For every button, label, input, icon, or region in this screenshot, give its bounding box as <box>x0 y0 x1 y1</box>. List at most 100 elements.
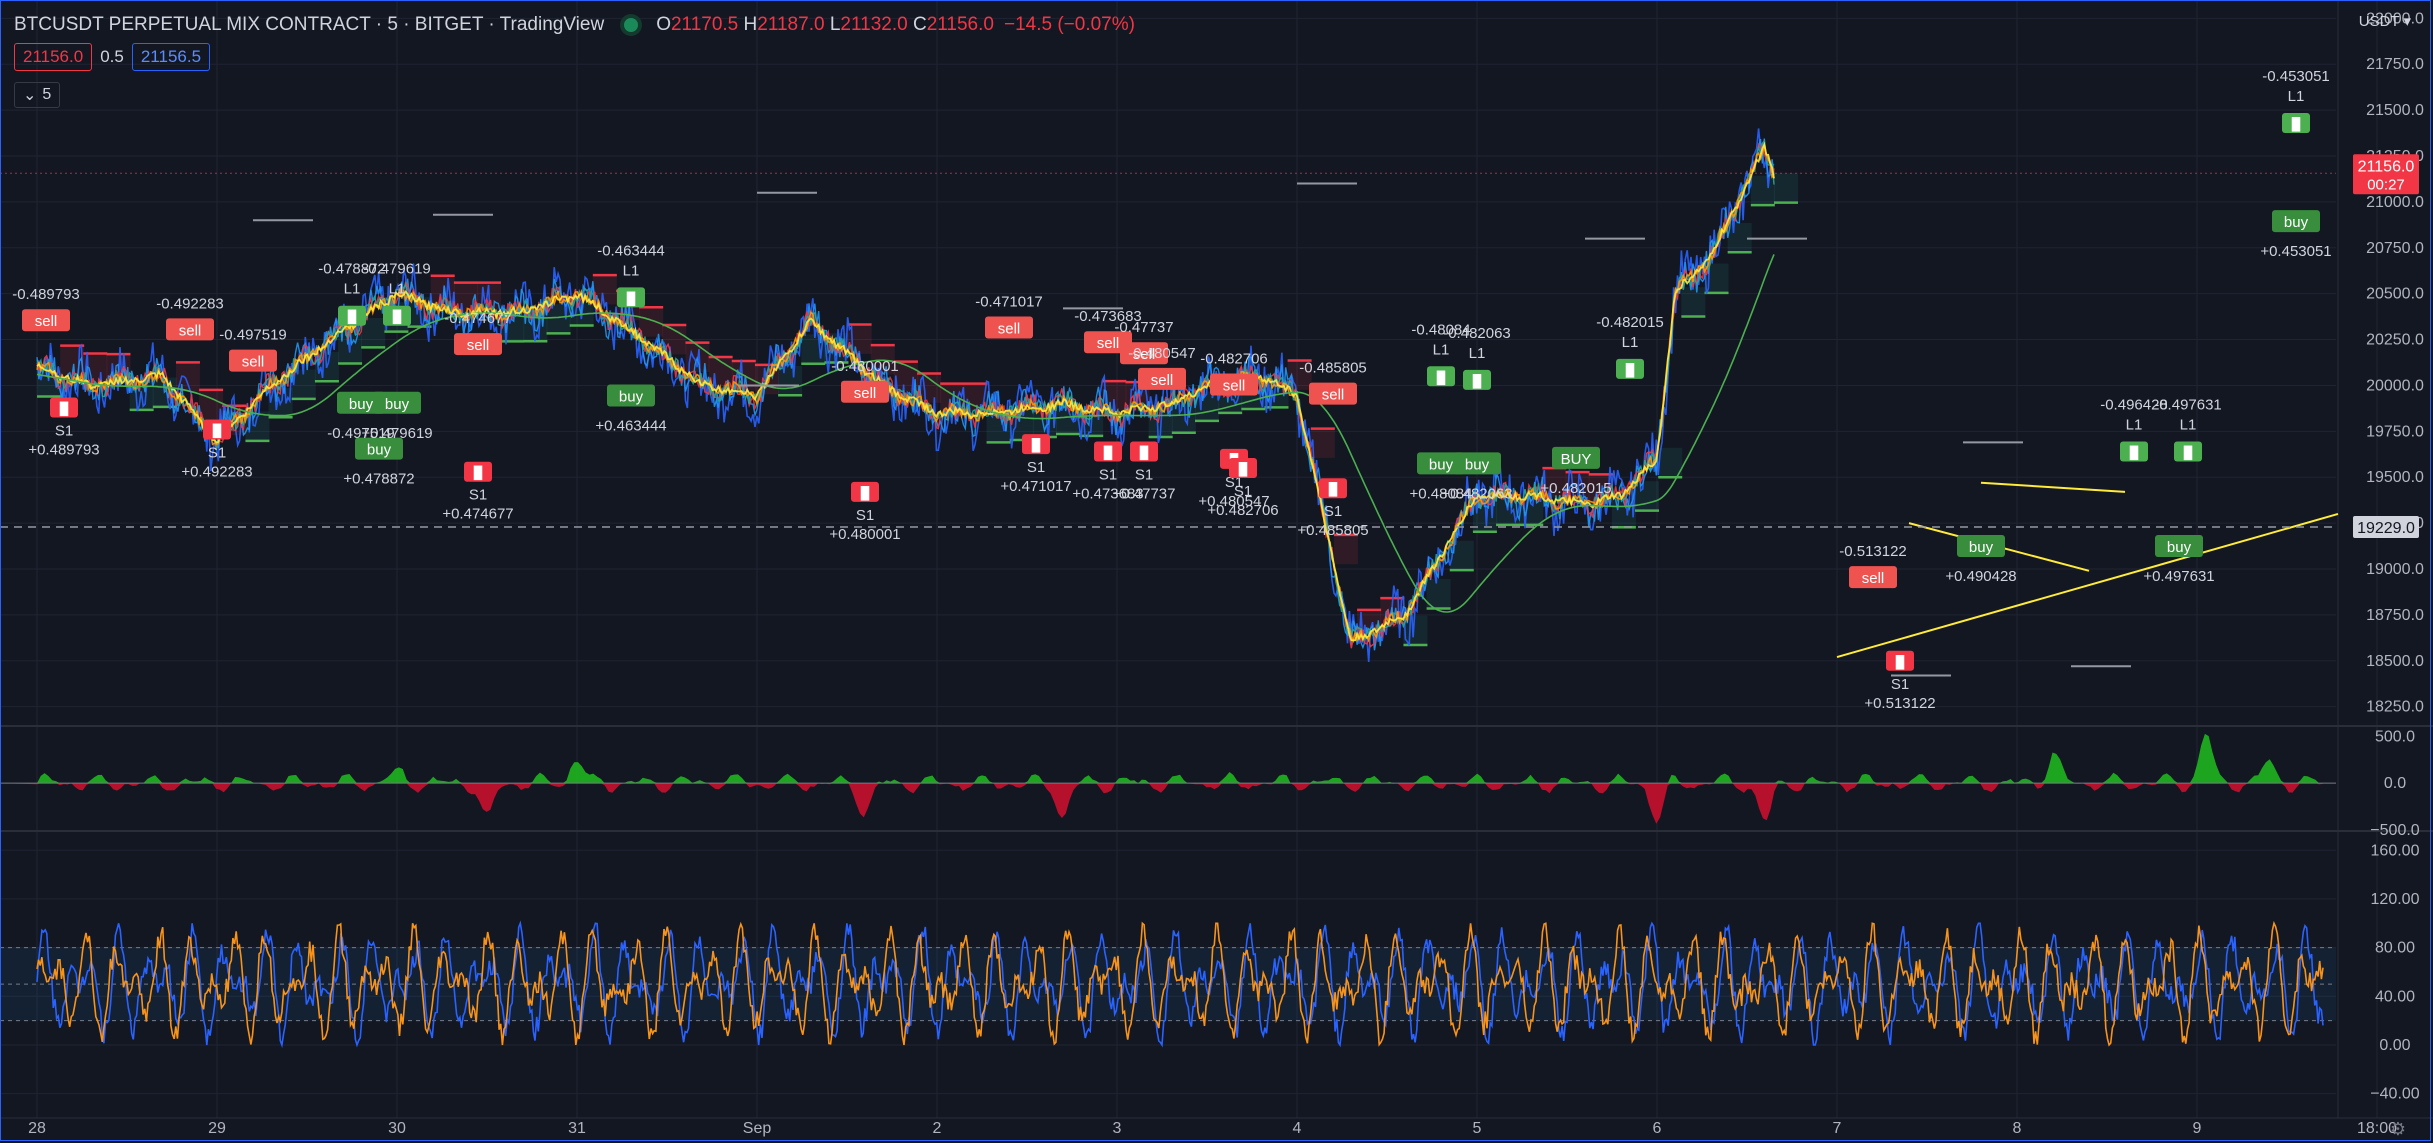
target-value: +0.485805 <box>1297 522 1368 539</box>
signal-target: ▐▌ L1 -0.496428 <box>2100 397 2168 462</box>
downtrend-fill <box>592 275 617 305</box>
time-tick-label: 3 <box>1113 1120 1122 1137</box>
currency-selector[interactable]: USDT ▾ <box>2358 13 2411 30</box>
signal-badge <box>229 349 277 372</box>
time-tick-label: 6 <box>1653 1120 1662 1137</box>
price-tick-label: 20750.0 <box>2366 240 2424 257</box>
target-badge-icon: ▐▌ <box>1432 370 1449 385</box>
uptrend-fill <box>1774 173 1798 203</box>
signal-badge <box>1120 342 1168 365</box>
ohlc-values: O21170.5 H21187.0 L21132.0 C21156.0 <box>656 14 994 36</box>
price-envelope-line <box>36 128 1775 662</box>
price-tick-label: 21750.0 <box>2366 56 2424 73</box>
indicators-count: 5 <box>42 86 52 103</box>
signal-sell: sell -0.485805 <box>1299 360 1367 405</box>
oscillator-pane <box>0 733 2336 824</box>
signal-badge-label: buy <box>1429 456 1454 473</box>
trendline <box>1836 512 2339 659</box>
time-tick-label: 29 <box>208 1120 226 1137</box>
time-tick-label: 5 <box>1473 1120 1482 1137</box>
time-tick-label: 9 <box>2193 1120 2202 1137</box>
symbol-title[interactable]: BTCUSDT PERPETUAL MIX CONTRACT · 5 · BIT… <box>14 14 605 35</box>
oscillator-tick-label: 500.0 <box>2375 728 2415 745</box>
target-badge <box>1229 458 1257 479</box>
signal-target: ▐▌ L1 -0.479619 <box>363 261 431 326</box>
price-tick-label: 19500.0 <box>2366 469 2424 486</box>
market-open-icon <box>624 18 639 32</box>
target-value: -0.453051 <box>2262 68 2330 85</box>
target-badge-icon: ▐▌ <box>1027 438 1044 453</box>
target-badge <box>2120 441 2148 462</box>
price-tick-label: 22000.0 <box>2366 10 2424 27</box>
target-value: +0.471017 <box>1000 478 1071 495</box>
signal-sell: sell -0.480001 <box>831 358 899 403</box>
time-tick-label: 8 <box>2013 1120 2022 1137</box>
oscillator-negative-area <box>0 783 2323 824</box>
high-value: 21187.0 <box>757 14 825 35</box>
bar-countdown-label: 00:27 <box>2367 176 2405 193</box>
signal-badge-label: sell <box>35 313 58 330</box>
signal-badge-label: sell <box>1151 372 1174 389</box>
target-label: L1 <box>1433 341 1450 358</box>
chevron-down-icon: ⌄ <box>23 87 37 104</box>
bid-ask-row: 21156.0 0.5 21156.5 <box>14 43 211 71</box>
target-value: -0.478872 <box>318 261 386 278</box>
signal-badge-label: buy <box>385 396 410 413</box>
target-value: -0.479619 <box>363 261 431 278</box>
target-badge <box>851 481 879 502</box>
time-tick-label: 4 <box>1293 1120 1302 1137</box>
target-label: S1 <box>1099 467 1117 484</box>
target-badge-icon: ▐▌ <box>1621 363 1638 378</box>
uptrend-fill <box>778 365 803 396</box>
time-axis: 28 29 30 31 Sep 2 3 4 5 6 7 8 9 18:00⚙ <box>28 1119 2406 1140</box>
target-badge <box>1463 369 1491 390</box>
signal-badge <box>355 437 403 460</box>
signal-buy: BUY +0.482015 <box>1540 446 1612 497</box>
signal-value: -0.497519 <box>219 327 287 344</box>
signal-target: ▐▌ S1 +0.474677 <box>442 461 514 523</box>
last-price-badge <box>2353 154 2419 195</box>
signal-badge <box>1849 566 1897 589</box>
signal-badge <box>2155 534 2203 557</box>
settings-gear-icon[interactable]: ⚙ <box>2390 1119 2406 1140</box>
price-tick-label: 21500.0 <box>2366 102 2424 119</box>
signal-badge-label: sell <box>179 322 202 339</box>
price-tick-label: 20500.0 <box>2366 286 2424 303</box>
target-label: S1 <box>469 487 487 504</box>
indicators-collapse-button[interactable]: ⌄ 5 <box>14 82 61 108</box>
signal-badge-label: sell <box>1223 377 1246 394</box>
target-badge-icon: ▐▌ <box>1135 446 1152 461</box>
moving-average-line <box>36 254 1775 613</box>
signal-value: -0.482706 <box>1200 350 1268 367</box>
target-label: S1 <box>1891 676 1909 693</box>
stochastic-tick-label: 160.00 <box>2371 842 2420 859</box>
signal-badge-label: buy <box>2167 539 2192 556</box>
price-tick-label: 19750.0 <box>2366 423 2424 440</box>
sell-price-button[interactable]: 21156.0 <box>14 43 93 71</box>
signal-buy: buy +0.478872 <box>343 437 415 488</box>
signal-badge-label: sell <box>1097 335 1120 352</box>
signal-badge-label: buy <box>2284 214 2309 231</box>
target-badge-icon: ▐▌ <box>1099 446 1116 461</box>
target-badge-icon: ▐▌ <box>388 310 405 325</box>
price-lines <box>36 128 1775 662</box>
indicator-toggle-row: ⌄ 5 <box>14 82 61 108</box>
signal-value: +0.478872 <box>343 471 414 488</box>
oscillator-positive-area <box>0 733 2323 784</box>
open-value: 21170.5 <box>670 14 739 35</box>
target-label: S1 <box>55 422 73 439</box>
signal-badge <box>1453 452 1501 475</box>
target-value: +0.489793 <box>28 441 99 458</box>
signal-badge <box>1957 534 2005 557</box>
signal-target: ▐▌ L1 -0.453051 <box>2262 68 2330 133</box>
target-value: -0.482063 <box>1443 325 1511 342</box>
target-label: L1 <box>2288 88 2305 105</box>
signal-target: ▐▌ S1 +0.473683 <box>1072 441 1144 503</box>
stochastic-tick-label: 0.00 <box>2379 1037 2410 1054</box>
target-badge <box>2282 112 2310 133</box>
price-line-orange <box>36 144 1775 644</box>
buy-price-button[interactable]: 21156.5 <box>131 43 211 71</box>
signal-sell: sell -0.471017 <box>975 294 1043 339</box>
downtrend-fill <box>1310 428 1335 458</box>
